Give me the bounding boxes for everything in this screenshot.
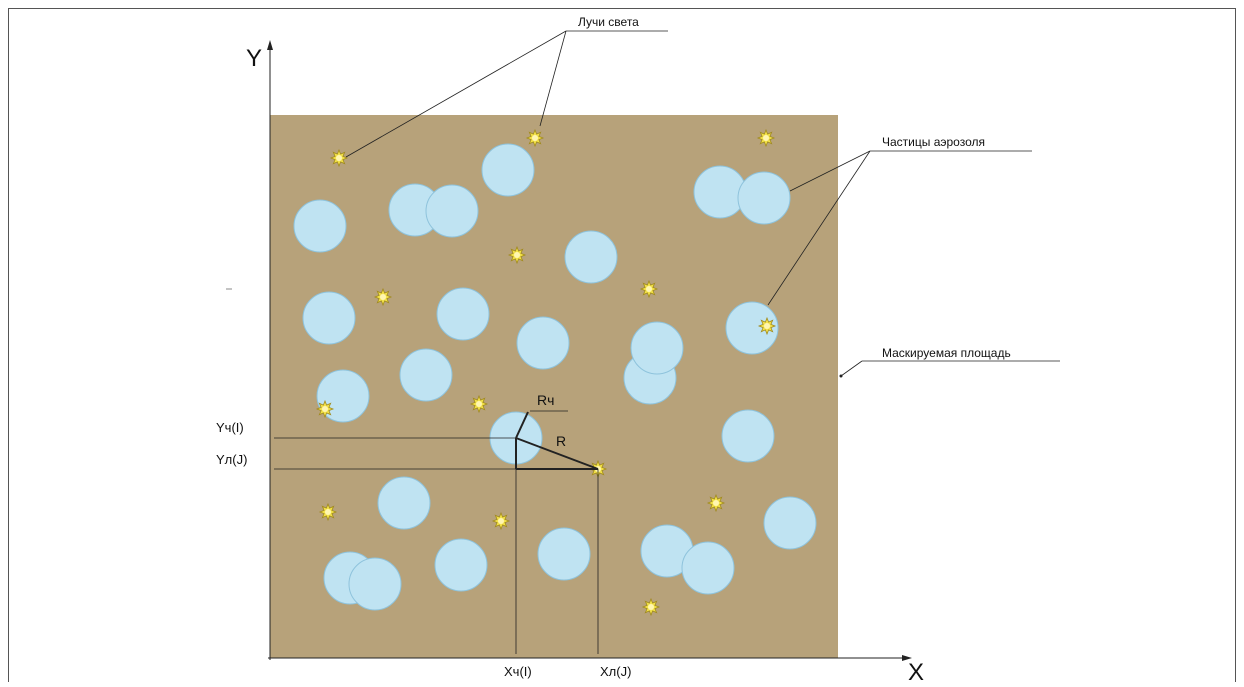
sun-icon <box>706 493 726 513</box>
callout-masked-area: Маскируемая площадь <box>839 346 1060 378</box>
sun-icon-core <box>325 509 331 515</box>
sun-icon <box>491 511 511 531</box>
ray-y-label: Yл(J) <box>216 452 247 467</box>
sun-icon <box>318 502 338 522</box>
sun-icon-core <box>764 323 770 329</box>
x-axis-label: X <box>908 659 924 682</box>
particle-radius-label: Rч <box>537 392 554 408</box>
sun-icon-core <box>498 518 504 524</box>
sun-icon <box>507 245 527 265</box>
ray-x-label: Xл(J) <box>600 664 631 679</box>
aerosol-particle <box>681 541 735 595</box>
aerosol-particle <box>516 316 570 370</box>
sun-icon-core <box>322 406 328 412</box>
aerosol-particle <box>293 199 347 253</box>
sun-icon <box>639 279 659 299</box>
masked-area-label: Маскируемая площадь <box>882 346 1011 360</box>
aerosol-particles <box>293 143 817 611</box>
sun-icon <box>373 287 393 307</box>
aerosol-particle <box>434 538 488 592</box>
aerosol-particle <box>425 184 479 238</box>
aerosol-particle <box>436 287 490 341</box>
aerosol-particle <box>377 476 431 530</box>
sun-icon <box>756 128 776 148</box>
aerosol-particle <box>348 557 402 611</box>
y-axis-label: Y <box>246 45 262 72</box>
sun-icon <box>757 316 777 336</box>
sun-icon-core <box>713 500 719 506</box>
sun-icon-core <box>514 252 520 258</box>
sun-icon <box>525 128 545 148</box>
callout-light-rays: Лучи света <box>345 15 668 158</box>
distance-label: R <box>556 433 566 449</box>
aerosol-particle <box>302 291 356 345</box>
aerosol-particle <box>399 348 453 402</box>
measurement-lines <box>274 410 599 654</box>
sun-icon <box>329 148 349 168</box>
distance-line-r <box>515 437 599 470</box>
sun-icon-core <box>476 401 482 407</box>
axes <box>268 46 906 660</box>
aerosol-particle <box>481 143 535 197</box>
aerosol-particle <box>763 496 817 550</box>
aerosol-particle <box>564 230 618 284</box>
light-rays-label: Лучи света <box>578 15 639 29</box>
outer-frame <box>8 8 1236 687</box>
sun-icon <box>469 394 489 414</box>
particle-x-label: Xч(I) <box>504 664 532 679</box>
x-axis-arrow <box>902 655 912 661</box>
callout-aerosol-particles: Частицы аэрозоля <box>767 135 1032 306</box>
aerosol-particle <box>725 301 779 355</box>
sun-icon-core <box>532 135 538 141</box>
sun-icon-core <box>763 135 769 141</box>
aerosol-particle <box>537 527 591 581</box>
aerosol-particle <box>737 171 791 225</box>
sun-icon-core <box>380 294 386 300</box>
sun-icon-core <box>646 286 652 292</box>
radius-line <box>515 411 529 439</box>
particle-y-label: Yч(I) <box>216 420 244 435</box>
y-axis-arrow <box>267 40 273 50</box>
aerosol-particle <box>721 409 775 463</box>
aerosol-particle <box>630 321 684 375</box>
sun-icon <box>315 399 335 419</box>
sun-icon-core <box>336 155 342 161</box>
sun-icon <box>641 597 661 617</box>
aerosol-particles-label: Частицы аэрозоля <box>882 135 985 149</box>
sun-icon-core <box>648 604 654 610</box>
